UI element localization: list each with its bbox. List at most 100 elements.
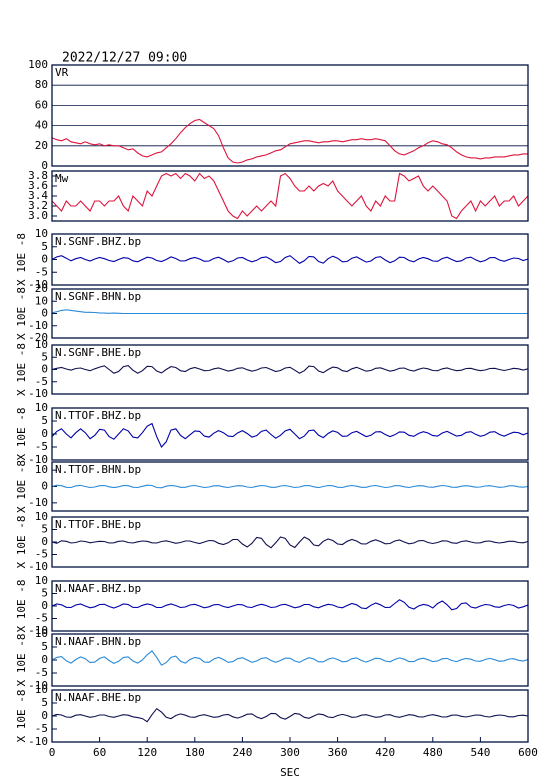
y-axis-label: X 10E -8 [15,343,28,396]
y-tick-label: -10 [28,560,48,573]
y-tick-label: 5 [41,640,48,653]
y-tick-label: 5 [41,696,48,709]
y-tick-label: 10 [35,463,48,476]
y-tick-label: 0 [41,480,48,493]
panel-frame [51,288,529,339]
y-tick-label: -10 [28,278,48,291]
waveform-line [51,118,528,164]
x-tick-label: 540 [470,746,490,759]
panel-frame [51,64,529,167]
y-axis-label: X 10E -8 [15,408,28,461]
series-name: N.TTOF.BHN.bp [55,463,141,476]
y-tick-label: -10 [28,387,48,400]
series-name: N.SGNF.BHZ.bp [55,235,141,248]
y-tick-label: -10 [28,735,48,748]
waveform-line [51,255,529,264]
x-tick-label: 360 [328,746,348,759]
panel-frame [51,170,529,222]
y-tick-label: 3.8 [28,169,48,182]
y-tick-label: -10 [28,453,48,466]
y-tick-label: 80 [35,78,48,91]
panel-frame [51,407,529,461]
y-tick-label: -5 [35,265,48,278]
y-tick-label: -5 [35,666,48,679]
series-name: N.SGNF.BHN.bp [55,290,141,303]
waveform-line [51,484,529,489]
y-tick-label: 3.4 [28,189,48,202]
waveform-line [51,707,529,723]
y-axis-label: X 10E -8 [15,233,28,286]
panel-frame [51,580,529,632]
y-tick-label: 0 [41,253,48,266]
series-name: N.TTOF.BHE.bp [55,518,141,531]
y-tick-label: -10 [28,496,48,509]
y-tick-label: 20 [35,282,48,295]
x-tick-label: 600 [518,746,538,759]
y-axis-label: X 10E -8 [15,634,28,687]
waveform-line [51,650,529,666]
y-tick-label: 60 [35,98,48,111]
y-axis-label: X 10E -8 [15,580,28,633]
y-tick-label: 10 [35,401,48,414]
y-tick-label: -5 [35,375,48,388]
y-tick-label: -5 [35,440,48,453]
panel-frame [51,461,529,512]
y-tick-label: 0 [41,709,48,722]
y-tick-label: 3.2 [28,199,48,212]
y-axis-label: X 10E -8 [15,516,28,569]
y-tick-label: 10 [35,574,48,587]
y-tick-label: 3.6 [28,179,48,192]
y-axis-label: X 10E -8 [15,690,28,743]
x-tick-label: 300 [280,746,300,759]
x-tick-label: 180 [185,746,205,759]
y-tick-label: 10 [35,227,48,240]
x-tick-label: 420 [375,746,395,759]
series-name: Mw [55,172,69,185]
waveform-line [51,599,529,611]
series-name: N.NAAF.BHN.bp [55,635,141,648]
y-tick-label: 0 [41,159,48,172]
series-name: N.TTOF.BHZ.bp [55,409,141,422]
y-tick-label: 10 [35,627,48,640]
series-name: N.NAAF.BHZ.bp [55,582,141,595]
y-tick-label: 10 [35,683,48,696]
y-tick-label: 3.0 [28,209,48,222]
y-tick-label: 0 [41,599,48,612]
waveform-line [51,536,529,549]
y-tick-label: -5 [35,612,48,625]
panel-frame [51,633,529,687]
y-tick-label: -10 [28,624,48,637]
waveform-line [51,422,529,448]
series-name: N.SGNF.BHE.bp [55,346,141,359]
y-tick-label: 0 [41,535,48,548]
y-tick-label: -5 [35,548,48,561]
x-tick-label: 240 [232,746,252,759]
y-tick-label: 0 [41,427,48,440]
waveform-line [51,309,528,315]
y-tick-label: 10 [35,510,48,523]
y-tick-label: 5 [41,587,48,600]
y-tick-label: 5 [41,350,48,363]
y-tick-label: -10 [28,679,48,692]
y-axis-label: X 10E -8 [15,460,28,513]
waveform-line [51,365,529,374]
y-tick-label: -20 [28,331,48,344]
panel-frame [51,516,529,568]
y-tick-label: 20 [35,139,48,152]
y-tick-label: 5 [41,240,48,253]
waveform-line [51,172,529,220]
chart-title: 2022/12/27 09:00 [62,51,187,66]
series-name: N.NAAF.BHE.bp [55,691,141,704]
y-axis-label: X 10E -8 [15,287,28,340]
x-axis-label: SEC [280,766,300,779]
y-tick-label: 10 [35,294,48,307]
x-tick-label: 480 [423,746,443,759]
x-tick-label: 0 [49,746,56,759]
y-tick-label: 40 [35,119,48,132]
y-tick-label: 0 [41,307,48,320]
series-name: VR [55,66,69,79]
y-tick-label: 5 [41,523,48,536]
panel-frame [51,233,529,286]
y-tick-label: -10 [28,319,48,332]
